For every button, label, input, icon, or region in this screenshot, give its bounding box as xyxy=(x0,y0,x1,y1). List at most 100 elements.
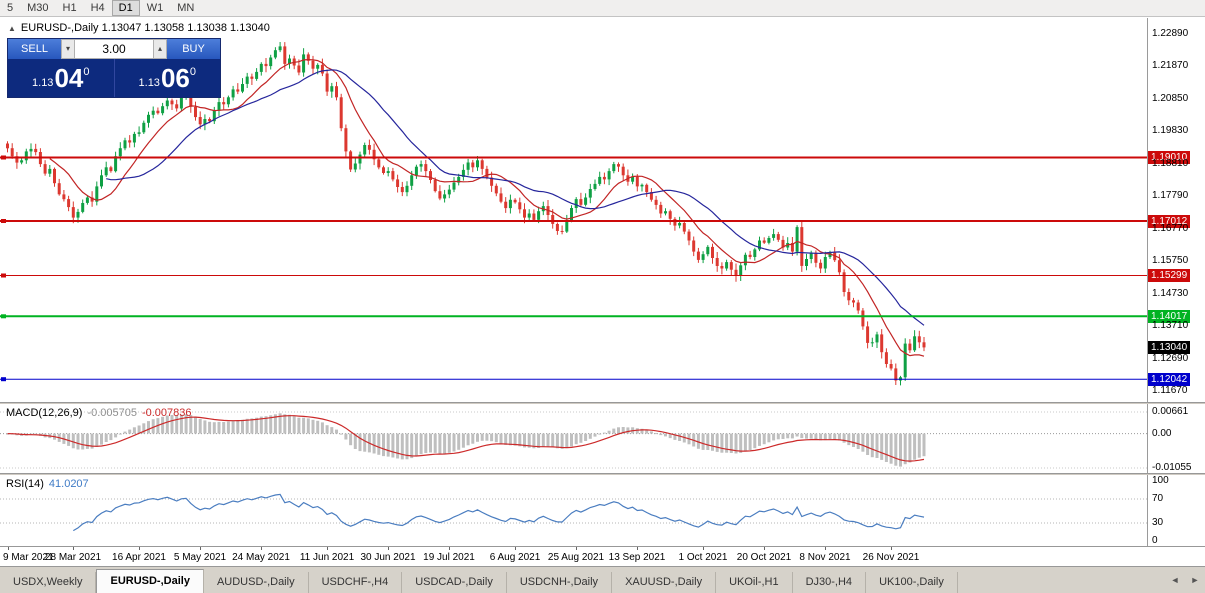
chart-title-text: EURUSD-,Daily 1.13047 1.13058 1.13038 1.… xyxy=(20,22,270,34)
time-axis-tick xyxy=(261,547,262,550)
one-click-collapse-icon[interactable]: ▲ xyxy=(8,24,16,33)
chart-tab-xauusd-daily[interactable]: XAUUSD-,Daily xyxy=(612,572,717,593)
price-chart-canvas[interactable] xyxy=(0,18,1147,402)
horizontal-lines-group[interactable] xyxy=(0,155,1147,382)
time-axis-label: 24 May 2021 xyxy=(232,552,290,563)
chart-tab-eurusd-daily[interactable]: EURUSD-,Daily xyxy=(96,569,204,593)
price-axis-separator xyxy=(1147,18,1148,402)
time-axis-label: 13 Sep 2021 xyxy=(608,552,666,563)
price-axis-label: 1.17790 xyxy=(1152,190,1189,201)
volume-input[interactable]: 3.00 xyxy=(75,39,153,59)
time-axis-label: 8 Nov 2021 xyxy=(799,552,851,563)
price-axis-label: 1.16770 xyxy=(1152,223,1189,234)
buy-price-display[interactable]: 1.13 06 0 xyxy=(115,59,221,97)
price-chart-panel: ▲ EURUSD-,Daily 1.13047 1.13058 1.13038 1… xyxy=(0,18,1205,402)
sell-button[interactable]: SELL xyxy=(8,39,61,59)
chart-tab-usdx-weekly[interactable]: USDX,Weekly xyxy=(0,572,97,593)
macd-axis-label: -0.01055 xyxy=(1152,462,1192,473)
time-axis-label: 5 May 2021 xyxy=(173,552,227,563)
timeframe-button-h4[interactable]: H4 xyxy=(90,2,105,14)
price-axis-label: 1.19830 xyxy=(1152,125,1189,136)
hline-price-badge: 1.14017 xyxy=(1148,310,1191,323)
price-axis-label: 1.13710 xyxy=(1152,320,1189,331)
macd-axis-label: 0.00661 xyxy=(1152,406,1189,417)
price-axis-separator xyxy=(1147,404,1148,473)
time-axis-tick xyxy=(515,547,516,550)
price-axis-label: 1.22890 xyxy=(1152,28,1189,39)
price-axis-label: 1.14730 xyxy=(1152,288,1189,299)
time-axis-tick xyxy=(891,547,892,550)
chart-tab-ukoil-h1[interactable]: UKOil-,H1 xyxy=(716,572,793,593)
rsi-axis-label: 30 xyxy=(1152,517,1164,528)
time-axis-tick xyxy=(73,547,74,550)
tab-scroll-right-icon[interactable]: ► xyxy=(1190,574,1200,585)
macd-main-value: -0.005705 xyxy=(87,407,137,419)
price-axis-label: 1.15750 xyxy=(1152,255,1189,266)
rsi-axis-label: 70 xyxy=(1152,493,1164,504)
macd-signal-value: -0.007836 xyxy=(141,407,192,419)
time-axis-label: 26 Nov 2021 xyxy=(862,552,920,563)
timeframe-button-5[interactable]: 5 xyxy=(7,2,14,14)
one-click-trading-panel: SELL ▾ 3.00 ▴ BUY 1.13 04 0 1.13 06 0 xyxy=(8,39,220,97)
timeframe-button-w1[interactable]: W1 xyxy=(146,2,164,14)
chart-tab-usdchf-h4[interactable]: USDCHF-,H4 xyxy=(308,572,403,593)
timeframe-toolbar: 5 M30 H1 H4 D1 W1 MN xyxy=(0,0,1205,17)
volume-increase-button[interactable]: ▴ xyxy=(153,39,167,59)
timeframe-button-d1[interactable]: D1 xyxy=(111,0,140,16)
time-axis-tick xyxy=(703,547,704,550)
macd-canvas[interactable] xyxy=(0,404,1147,473)
rsi-axis-label: 0 xyxy=(1152,535,1158,546)
rsi-label: RSI(14) 41.0207 xyxy=(6,478,94,490)
time-axis-tick xyxy=(576,547,577,550)
rsi-indicator-panel: RSI(14) 41.0207 100 70 30 0 xyxy=(0,475,1205,546)
chart-tab-usdcad-daily[interactable]: USDCAD-,Daily xyxy=(402,572,507,593)
chart-tab-usdcnh-daily[interactable]: USDCNH-,Daily xyxy=(506,572,613,593)
chart-tab-uk100-daily[interactable]: UK100-,Daily xyxy=(866,572,958,593)
buy-price-prefix: 1.13 xyxy=(138,77,160,89)
rsi-canvas[interactable] xyxy=(0,475,1147,546)
price-axis-label: 1.18810 xyxy=(1152,158,1189,169)
sell-price-pips: 04 xyxy=(54,63,84,93)
time-axis-label: 28 Mar 2021 xyxy=(44,552,102,563)
timeframe-button-mn[interactable]: MN xyxy=(177,2,195,14)
time-axis-tick xyxy=(327,547,328,550)
timeframe-button-m30[interactable]: M30 xyxy=(27,2,49,14)
time-axis-label: 20 Oct 2021 xyxy=(736,552,792,563)
chart-tab-audusd-daily[interactable]: AUDUSD-,Daily xyxy=(203,572,309,593)
volume-decrease-button[interactable]: ▾ xyxy=(61,39,75,59)
macd-histogram xyxy=(6,413,926,467)
time-axis-label: 1 Oct 2021 xyxy=(678,552,728,563)
rsi-axis-label: 100 xyxy=(1152,475,1169,486)
panel-separator[interactable] xyxy=(0,473,1205,475)
buy-price-point: 0 xyxy=(189,66,196,78)
timeframe-button-h1[interactable]: H1 xyxy=(62,2,77,14)
macd-axis-label: 0.00 xyxy=(1152,428,1172,439)
tab-scroll-controls: ◄ ► xyxy=(1165,567,1205,593)
chart-tab-dj30-h4[interactable]: DJ30-,H4 xyxy=(792,572,867,593)
price-axis-separator xyxy=(1147,475,1148,546)
macd-label: MACD(12,26,9) -0.005705 -0.007836 xyxy=(6,407,197,419)
macd-indicator-panel: MACD(12,26,9) -0.005705 -0.007836 0.00661 0… xyxy=(0,404,1205,473)
tab-scroll-left-icon[interactable]: ◄ xyxy=(1170,574,1180,585)
buy-price-pips: 06 xyxy=(160,63,190,93)
sell-price-point: 0 xyxy=(83,66,90,78)
buy-button[interactable]: BUY xyxy=(167,39,220,59)
time-axis-tick xyxy=(8,547,9,550)
hline-price-badge: 1.12042 xyxy=(1148,373,1191,386)
time-axis: 9 Mar 2021 28 Mar 2021 16 Apr 2021 5 May 20… xyxy=(0,546,1205,566)
macd-signal-line xyxy=(7,415,925,462)
time-axis-tick xyxy=(388,547,389,550)
hline-price-badge: 1.17012 xyxy=(1148,215,1191,228)
sell-price-prefix: 1.13 xyxy=(32,77,54,89)
time-axis-label: 9 Mar 2021 xyxy=(3,552,54,563)
panel-separator[interactable] xyxy=(0,402,1205,404)
rsi-value: 41.0207 xyxy=(48,478,89,490)
time-axis-label: 19 Jul 2021 xyxy=(423,552,475,563)
candles-group[interactable] xyxy=(6,42,926,386)
hline-price-badge: 1.15299 xyxy=(1148,269,1191,282)
sell-price-display[interactable]: 1.13 04 0 xyxy=(8,59,115,97)
time-axis-label: 25 Aug 2021 xyxy=(547,552,605,563)
time-axis-tick xyxy=(764,547,765,550)
time-axis-tick xyxy=(449,547,450,550)
